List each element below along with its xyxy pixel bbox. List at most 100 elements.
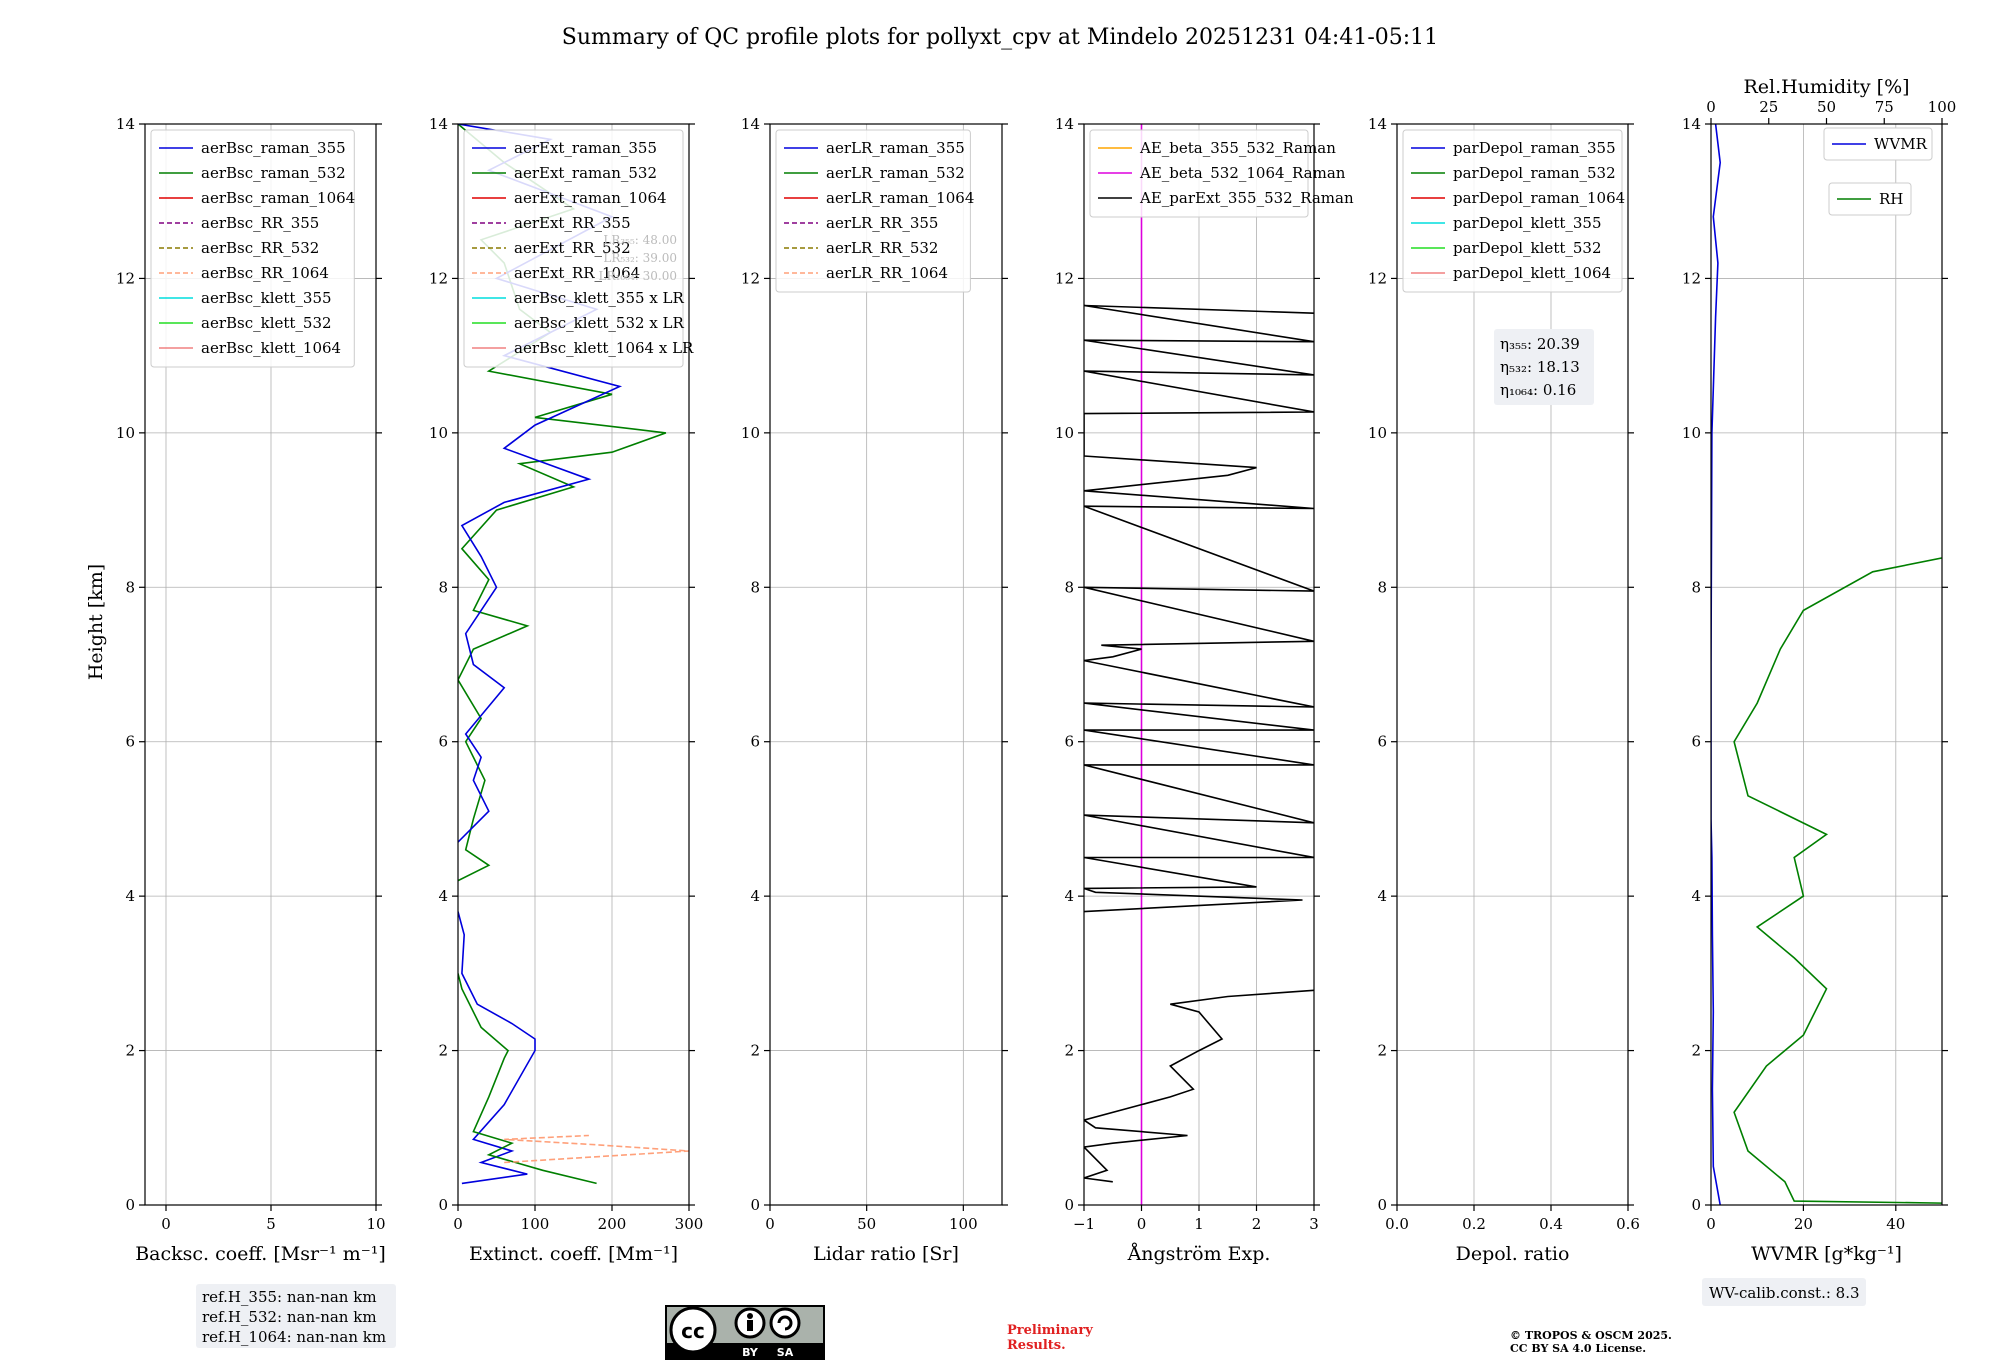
axes-frame <box>1083 123 1315 1206</box>
y-tick-label: 12 <box>1368 269 1387 287</box>
y-tick-label: 0 <box>1377 1196 1387 1214</box>
panel-backscatter: 0 2 4 6 8 10 12 14 0 5 10 Backsc. coeff. [Msr⁻¹ m⁻¹… <box>116 115 386 1265</box>
legend-entry: parDepol_raman_355 <box>1453 139 1616 157</box>
legend-box <box>775 129 971 293</box>
y-tick-label: 14 <box>1368 115 1387 133</box>
legend-entry: aerExt_raman_1064 <box>514 189 667 207</box>
legend-entry: aerBsc_klett_532 <box>201 314 332 332</box>
x-tick-label: 40 <box>1886 1215 1905 1233</box>
top-x-tick-label: 50 <box>1817 98 1836 116</box>
sa-icon <box>769 1307 801 1339</box>
legend-entry: aerBsc_RR_532 <box>201 239 319 257</box>
legend-entry: aerBsc_raman_532 <box>201 164 346 182</box>
figure-title: Summary of QC profile plots for pollyxt_… <box>562 25 1438 50</box>
refh-532: ref.H_532: nan-nan km <box>202 1308 377 1326</box>
legend-entry: parDepol_klett_1064 <box>1453 264 1611 282</box>
legend-entry: aerBsc_klett_1064 <box>201 339 341 357</box>
x-axis-label: Lidar ratio [Sr] <box>813 1243 959 1265</box>
y-tick-label: 8 <box>1377 578 1387 596</box>
x-tick-label: 1 <box>1194 1215 1204 1233</box>
y-tick-label: 14 <box>116 115 135 133</box>
cc-icon <box>669 1306 717 1354</box>
refh-355: ref.H_355: nan-nan km <box>202 1288 377 1306</box>
legend-entry: aerExt_RR_355 <box>514 214 631 232</box>
legend-box <box>150 129 355 368</box>
eta-annotation: η₃₅₅: 20.39 <box>1500 335 1580 353</box>
y-tick-label: 10 <box>116 424 135 442</box>
sa-label: SA <box>777 1346 794 1359</box>
x-tick-label: 0 <box>453 1215 463 1233</box>
legend-entry: aerBsc_klett_355 x LR <box>514 289 685 307</box>
x-tick-label: 50 <box>857 1215 876 1233</box>
y-tick-label: 8 <box>1064 578 1074 596</box>
y-tick-label: 14 <box>1682 115 1701 133</box>
y-tick-label: 12 <box>429 269 448 287</box>
x-tick-label: 100 <box>949 1215 978 1233</box>
preliminary-line1: Preliminary <box>1007 1323 1093 1338</box>
y-tick-label: 10 <box>1055 424 1074 442</box>
eta-annotation: η₁₀₆₄: 0.16 <box>1500 381 1576 399</box>
legend-entry: aerBsc_raman_355 <box>201 139 346 157</box>
axes-frame <box>144 123 377 1206</box>
series-line-aerExt_raman_532 <box>458 973 597 1185</box>
y-tick-label: 8 <box>1691 578 1701 596</box>
axes-frame <box>769 123 1003 1206</box>
x-tick-label: 2 <box>1252 1215 1262 1233</box>
legend-entry: aerLR_raman_355 <box>826 139 965 157</box>
y-tick-label: 12 <box>1055 269 1074 287</box>
legend-entry: parDepol_klett_532 <box>1453 239 1602 257</box>
top-x-tick-label: 0 <box>1706 98 1716 116</box>
legend-entry: WVMR <box>1874 135 1928 153</box>
legend-entry: aerLR_raman_532 <box>826 164 965 182</box>
y-tick-label: 10 <box>741 424 760 442</box>
y-tick-label: 4 <box>1377 887 1387 905</box>
y-tick-label: 10 <box>1368 424 1387 442</box>
y-tick-label: 12 <box>1682 269 1701 287</box>
x-tick-label: 100 <box>521 1215 550 1233</box>
y-tick-label: 6 <box>1691 733 1701 751</box>
legend-entry: aerLR_RR_1064 <box>826 264 948 282</box>
legend-entry: aerExt_raman_355 <box>514 139 657 157</box>
y-tick-label: 0 <box>750 1196 760 1214</box>
x-tick-label: 0.6 <box>1616 1215 1640 1233</box>
cc-label: cc <box>681 1319 705 1343</box>
y-tick-label: 0 <box>125 1196 135 1214</box>
preliminary-line2: Results. <box>1007 1338 1066 1353</box>
series-line-aerExt_RR_1064 <box>504 1134 689 1164</box>
y-tick-label: 6 <box>438 733 448 751</box>
y-tick-label: 12 <box>741 269 760 287</box>
x-tick-label: 0.4 <box>1539 1215 1563 1233</box>
copyright-line1: © TROPOS & OSCM 2025. <box>1510 1329 1672 1342</box>
cc-license-badge: cc BY SA <box>665 1305 825 1360</box>
top-x-tick-label: 100 <box>1928 98 1957 116</box>
legend-entry: aerExt_raman_532 <box>514 164 657 182</box>
legend-box <box>1402 129 1623 293</box>
x-tick-label: 5 <box>266 1215 276 1233</box>
x-tick-label: 0 <box>765 1215 775 1233</box>
copyright-line2: CC BY SA 4.0 License. <box>1510 1342 1646 1355</box>
legend-entry: aerExt_RR_532 <box>514 239 631 257</box>
by-label: BY <box>742 1346 759 1359</box>
y-tick-label: 2 <box>1691 1042 1701 1060</box>
legend-box <box>1089 129 1309 218</box>
y-tick-label: 2 <box>1064 1042 1074 1060</box>
legend-entry: aerBsc_klett_1064 x LR <box>514 339 694 357</box>
y-tick-label: 0 <box>1691 1196 1701 1214</box>
panel-water_vapor: 0 2 4 6 8 10 12 14 0 20 40 0 25 50 75 100 Rel.Humidity [… <box>1682 76 1957 1306</box>
y-tick-label: 4 <box>1064 887 1074 905</box>
series-line-RH <box>1733 557 1942 1204</box>
series-line-AE_upper <box>1084 304 1314 913</box>
legend-entry: AE_beta_355_532_Raman <box>1139 139 1336 157</box>
series-line-AE_parExt_355_532_Raman <box>1084 989 1314 1183</box>
x-tick-label: 0.0 <box>1385 1215 1409 1233</box>
legend-box <box>463 129 684 368</box>
legend-entry: aerBsc_RR_1064 <box>201 264 329 282</box>
legend-entry: aerBsc_klett_532 x LR <box>514 314 685 332</box>
y-tick-label: 14 <box>1055 115 1074 133</box>
x-tick-label: 0.2 <box>1462 1215 1486 1233</box>
series-line-aerExt_raman_355 <box>458 911 536 1185</box>
panel-extinction: 0 2 4 6 8 10 12 14 0 100 200 300 Extinct. coeff. [Mm… <box>429 115 703 1265</box>
lr-annotation: LR₅₃₂: 39.00 <box>603 251 677 265</box>
refh-box: ref.H_355: nan-nan km ref.H_532: nan-nan… <box>196 1284 396 1348</box>
